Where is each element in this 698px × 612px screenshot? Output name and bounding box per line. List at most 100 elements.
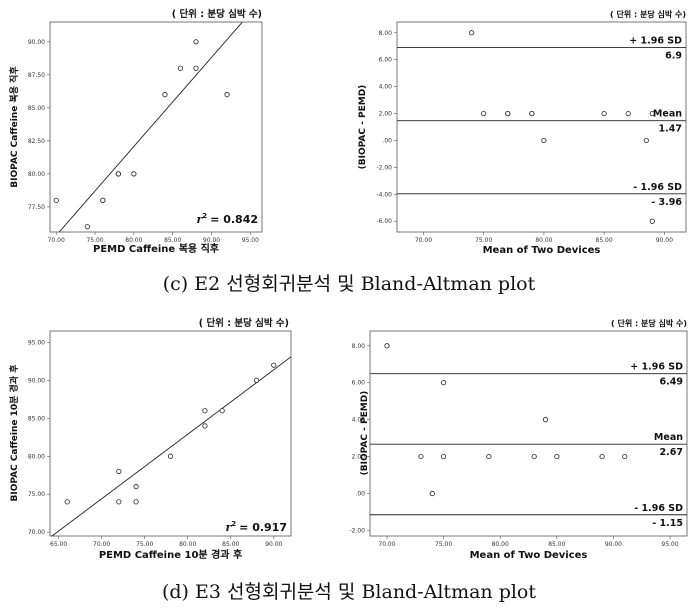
y-tick-label: 95.00 [28, 339, 45, 346]
reference-line-value: 1.47 [659, 124, 682, 135]
y-tick-label: 4.00 [352, 417, 366, 424]
y-tick-label: 70.00 [28, 529, 45, 536]
regression-line [51, 356, 291, 536]
y-tick-label: 77.50 [28, 204, 45, 211]
reference-line-value: 2.67 [660, 447, 683, 458]
plot-area [370, 343, 687, 516]
y-tick-label: 80.00 [28, 171, 45, 178]
y-tick-label: 90.00 [28, 377, 45, 384]
chart-c-bland-altman: ( 단위 : 분당 심박 수) 70.00 75.00 80.00 85.00 90.00… [358, 9, 687, 256]
y-tick-label: 2.00 [352, 454, 366, 461]
data-point [162, 92, 168, 98]
reference-line-label: Mean [654, 432, 683, 443]
data-point [599, 453, 605, 460]
chart-d-regression: ( 단위 : 분당 심박 수) 65.00 70.00 75.00 80.00 85.00… [8, 317, 292, 561]
data-point [64, 499, 70, 505]
x-tick-label: 70.00 [415, 237, 432, 244]
x-tick-label: 75.00 [136, 541, 153, 548]
y-tick-label: 6.00 [352, 380, 366, 387]
data-point [529, 110, 535, 117]
plot-frame [369, 330, 688, 537]
data-point [202, 408, 208, 414]
x-axis-label: Mean of Two Devices [470, 550, 588, 561]
data-point [440, 380, 447, 386]
x-tick-label: 90.00 [605, 541, 622, 548]
y-tick-label: 85.00 [28, 415, 45, 422]
data-point [253, 377, 260, 383]
r-exponent: 2 [202, 212, 207, 220]
data-point [649, 218, 655, 224]
x-axis-label: PEMD Caffeine 복용 직후 [93, 242, 219, 255]
x-tick-label: 90.00 [656, 237, 673, 244]
chart-d-bland-altman: ( 단위 : 분당 심박 수) 70.00 75.00 80.00 85.00 90.00… [349, 318, 688, 561]
plot-frame [396, 21, 687, 233]
y-axis-label: (BIOPAC - PEMD) [360, 391, 370, 476]
x-tick-label: 95.00 [661, 541, 678, 548]
x-tick-label: 90.00 [265, 541, 282, 548]
data-point [193, 39, 199, 45]
y-tick-label: -6.00 [376, 218, 392, 225]
r-exponent: 2 [231, 520, 236, 528]
data-point [542, 417, 549, 423]
y-tick-label: 82.50 [28, 138, 45, 145]
y-tick-label: -2.00 [376, 164, 392, 171]
x-tick-label: 85.00 [164, 237, 181, 244]
plot-area [397, 30, 686, 224]
x-tick-label: 75.00 [475, 237, 492, 244]
x-tick-label: 80.00 [125, 237, 142, 244]
regression-line [58, 22, 244, 232]
x-axis-label: Mean of Two Devices [483, 245, 601, 256]
r-squared-label: r2 = 0.842 [196, 212, 258, 226]
x-tick-label: 90.00 [203, 237, 220, 244]
y-tick-label: 8.00 [379, 30, 393, 37]
data-point [505, 110, 511, 117]
r-symbol: r [196, 213, 203, 226]
data-point [84, 224, 90, 230]
plot-frame [49, 330, 292, 537]
plot-frame [49, 21, 263, 233]
data-point [224, 92, 230, 98]
data-point [133, 499, 139, 505]
data-point [531, 453, 537, 460]
y-tick-label: 75.00 [28, 491, 45, 498]
x-tick-label: 85.00 [548, 541, 565, 548]
data-point [219, 408, 225, 414]
y-tick-label: 85.00 [28, 105, 45, 112]
x-tick-label: 70.00 [48, 237, 65, 244]
plot-area [51, 356, 291, 536]
r-squared-value: = 0.917 [239, 521, 287, 534]
r-squared-label: r2 = 0.917 [225, 520, 287, 534]
plot-area [53, 22, 244, 232]
data-point [193, 65, 199, 71]
y-axis-label: BIOPAC Caffeine 10분 경과 후 [8, 364, 20, 502]
unit-note: ( 단위 : 분당 심박 수) [610, 9, 686, 19]
x-tick-label: 95.00 [242, 237, 259, 244]
x-tick-label: 75.00 [86, 237, 103, 244]
y-tick-label: .00 [355, 491, 365, 498]
reference-line-value: - 3.96 [651, 197, 682, 208]
r-symbol: r [225, 521, 232, 534]
data-point [131, 171, 137, 177]
x-tick-label: 80.00 [535, 237, 552, 244]
data-point [177, 65, 184, 71]
y-axis-label: (BIOPAC - PEMD) [358, 85, 368, 170]
data-point [429, 490, 435, 497]
y-tick-label: -2.00 [349, 527, 365, 534]
data-point [116, 499, 122, 505]
data-point [384, 343, 390, 349]
y-tick-label: 87.50 [28, 72, 45, 79]
data-point [116, 468, 122, 475]
reference-line-value: - 1.15 [652, 518, 683, 529]
data-point [133, 484, 139, 490]
reference-line-label: Mean [653, 109, 682, 120]
data-point [541, 137, 547, 144]
chart-c-regression: ( 단위 : 분당 심박 수) 70.00 75.00 80.00 85.00 90.00… [8, 8, 263, 255]
unit-note: ( 단위 : 분당 심박 수) [611, 318, 687, 328]
y-tick-label: 2.00 [379, 111, 393, 118]
x-tick-label: 65.00 [50, 541, 67, 548]
data-point [469, 30, 475, 36]
reference-line-label: + 1.96 SD [630, 362, 683, 373]
data-point [100, 197, 106, 203]
x-tick-label: 85.00 [596, 237, 613, 244]
reference-line-label: + 1.96 SD [629, 36, 682, 47]
